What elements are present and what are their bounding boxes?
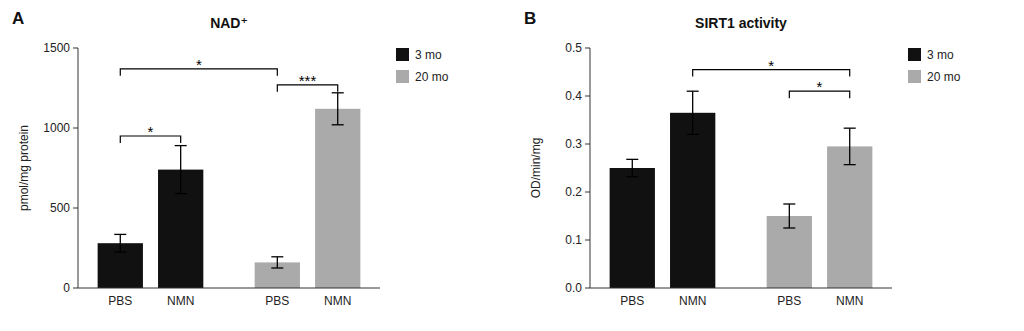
marks: [610, 91, 873, 288]
bar: [610, 168, 655, 288]
legend-swatch: [908, 70, 921, 83]
tick-label: 0.2: [565, 185, 582, 199]
legend-label: 20 mo: [415, 70, 449, 84]
tick-label: 0.0: [565, 281, 582, 295]
tick-label: 1500: [43, 41, 70, 55]
significance-label: *: [196, 56, 202, 73]
panel: 0 500 1000 1500 PBS NMN PBS NMN pmol/mg protein N…: [12, 9, 449, 308]
error-bar: [783, 204, 795, 228]
category-label: NMN: [679, 294, 706, 308]
error-line: [180, 146, 181, 194]
tick-mark: [73, 208, 78, 209]
error-cap: [332, 124, 344, 125]
error-bar: [687, 91, 699, 134]
y-axis-label: pmol/mg protein: [17, 125, 31, 211]
tick-label: 0.5: [565, 41, 582, 55]
significance-label: *: [768, 57, 774, 74]
error-cap: [271, 256, 283, 257]
error-cap: [783, 203, 795, 204]
error-bar: [175, 146, 187, 194]
tick-label: 500: [50, 201, 70, 215]
error-cap: [114, 234, 126, 235]
tick-mark: [585, 288, 590, 289]
tick-mark: [73, 128, 78, 129]
tick-mark: [585, 192, 590, 193]
error-line: [692, 91, 693, 134]
category-label: PBS: [777, 294, 801, 308]
y-axis-label: OD/min/mg: [529, 138, 543, 199]
tick-label: 0.4: [565, 89, 582, 103]
error-cap: [626, 159, 638, 160]
title: NAD⁺: [210, 15, 248, 31]
panel-label: B: [524, 9, 536, 28]
x-axis: [590, 288, 892, 289]
error-line: [277, 257, 278, 268]
error-cap: [626, 176, 638, 177]
significance-label: *: [148, 123, 154, 140]
error-bar: [626, 159, 638, 176]
error-cap: [332, 92, 344, 93]
tick-mark: [73, 288, 78, 289]
tick-label: 1000: [43, 121, 70, 135]
legend-swatch: [908, 48, 921, 61]
error-line: [632, 159, 633, 176]
error-cap: [175, 145, 187, 146]
category-label: PBS: [108, 294, 132, 308]
legend: 3 mo 20 mo: [396, 48, 449, 84]
error-bar: [332, 93, 344, 125]
tick-label: 0.3: [565, 137, 582, 151]
tick-mark: [585, 240, 590, 241]
x-axis: [78, 288, 380, 289]
error-cap: [687, 134, 699, 135]
error-cap: [844, 164, 856, 165]
error-line: [337, 93, 338, 125]
error-bar: [271, 257, 283, 268]
significance-label: *: [817, 78, 823, 95]
figure: 0 500 1000 1500 PBS NMN PBS NMN pmol/mg protein N…: [0, 0, 1024, 331]
category-label: NMN: [167, 294, 194, 308]
error-line: [849, 128, 850, 164]
tick-label: 0: [63, 281, 70, 295]
error-cap: [783, 227, 795, 228]
category-label: PBS: [265, 294, 289, 308]
tick-mark: [585, 144, 590, 145]
legend-label: 3 mo: [927, 48, 954, 62]
bar: [827, 146, 872, 288]
error-cap: [687, 91, 699, 92]
legend-swatch: [396, 70, 409, 83]
category-label: PBS: [620, 294, 644, 308]
error-cap: [271, 267, 283, 268]
bar: [670, 113, 715, 288]
error-cap: [844, 128, 856, 129]
title: SIRT1 activity: [695, 15, 787, 31]
category-label: NMN: [836, 294, 863, 308]
category-label: NMN: [324, 294, 351, 308]
error-bar: [114, 234, 126, 252]
error-cap: [175, 193, 187, 194]
panel-label: A: [12, 9, 24, 28]
legend-swatch: [396, 48, 409, 61]
tick-mark: [73, 48, 78, 49]
error-line: [120, 234, 121, 252]
significance-label: ***: [299, 72, 317, 89]
error-cap: [114, 251, 126, 252]
legend-label: 20 mo: [927, 70, 961, 84]
panel: 0.0 0.1 0.2 0.3 0.4 0.5 PBS NMN PBS NMN OD/min/mg S…: [524, 9, 961, 308]
tick-label: 0.1: [565, 233, 582, 247]
marks: [98, 93, 361, 288]
y-axis: [590, 48, 591, 288]
y-axis: [78, 48, 79, 288]
legend: 3 mo 20 mo: [908, 48, 961, 84]
error-bar: [844, 128, 856, 164]
tick-mark: [585, 96, 590, 97]
bar: [315, 109, 360, 288]
error-line: [789, 204, 790, 228]
tick-mark: [585, 48, 590, 49]
legend-label: 3 mo: [415, 48, 442, 62]
